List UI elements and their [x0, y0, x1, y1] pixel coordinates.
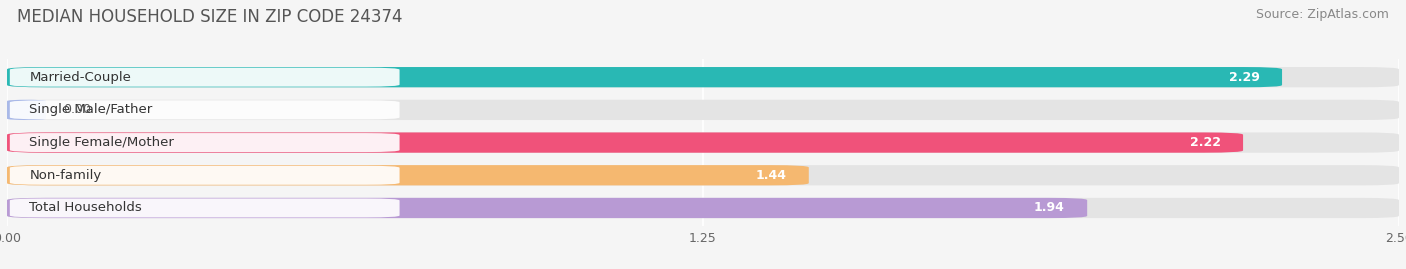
FancyBboxPatch shape: [7, 67, 1399, 87]
Text: Source: ZipAtlas.com: Source: ZipAtlas.com: [1256, 8, 1389, 21]
FancyBboxPatch shape: [10, 199, 399, 217]
Text: 2.22: 2.22: [1189, 136, 1220, 149]
Text: 0.00: 0.00: [63, 103, 91, 116]
FancyBboxPatch shape: [10, 68, 399, 87]
FancyBboxPatch shape: [7, 165, 1399, 185]
FancyBboxPatch shape: [7, 100, 46, 120]
FancyBboxPatch shape: [7, 198, 1399, 218]
FancyBboxPatch shape: [7, 198, 1087, 218]
Text: 1.44: 1.44: [755, 169, 786, 182]
FancyBboxPatch shape: [7, 165, 808, 185]
FancyBboxPatch shape: [10, 100, 399, 119]
Text: 1.94: 1.94: [1033, 201, 1064, 214]
FancyBboxPatch shape: [10, 133, 399, 152]
Text: Single Female/Mother: Single Female/Mother: [30, 136, 174, 149]
Text: Non-family: Non-family: [30, 169, 101, 182]
FancyBboxPatch shape: [7, 67, 1282, 87]
Text: Single Male/Father: Single Male/Father: [30, 103, 153, 116]
FancyBboxPatch shape: [7, 132, 1399, 153]
Text: 2.29: 2.29: [1229, 71, 1260, 84]
Text: Total Households: Total Households: [30, 201, 142, 214]
FancyBboxPatch shape: [7, 100, 1399, 120]
Text: MEDIAN HOUSEHOLD SIZE IN ZIP CODE 24374: MEDIAN HOUSEHOLD SIZE IN ZIP CODE 24374: [17, 8, 402, 26]
Text: Married-Couple: Married-Couple: [30, 71, 131, 84]
FancyBboxPatch shape: [7, 132, 1243, 153]
FancyBboxPatch shape: [10, 166, 399, 185]
